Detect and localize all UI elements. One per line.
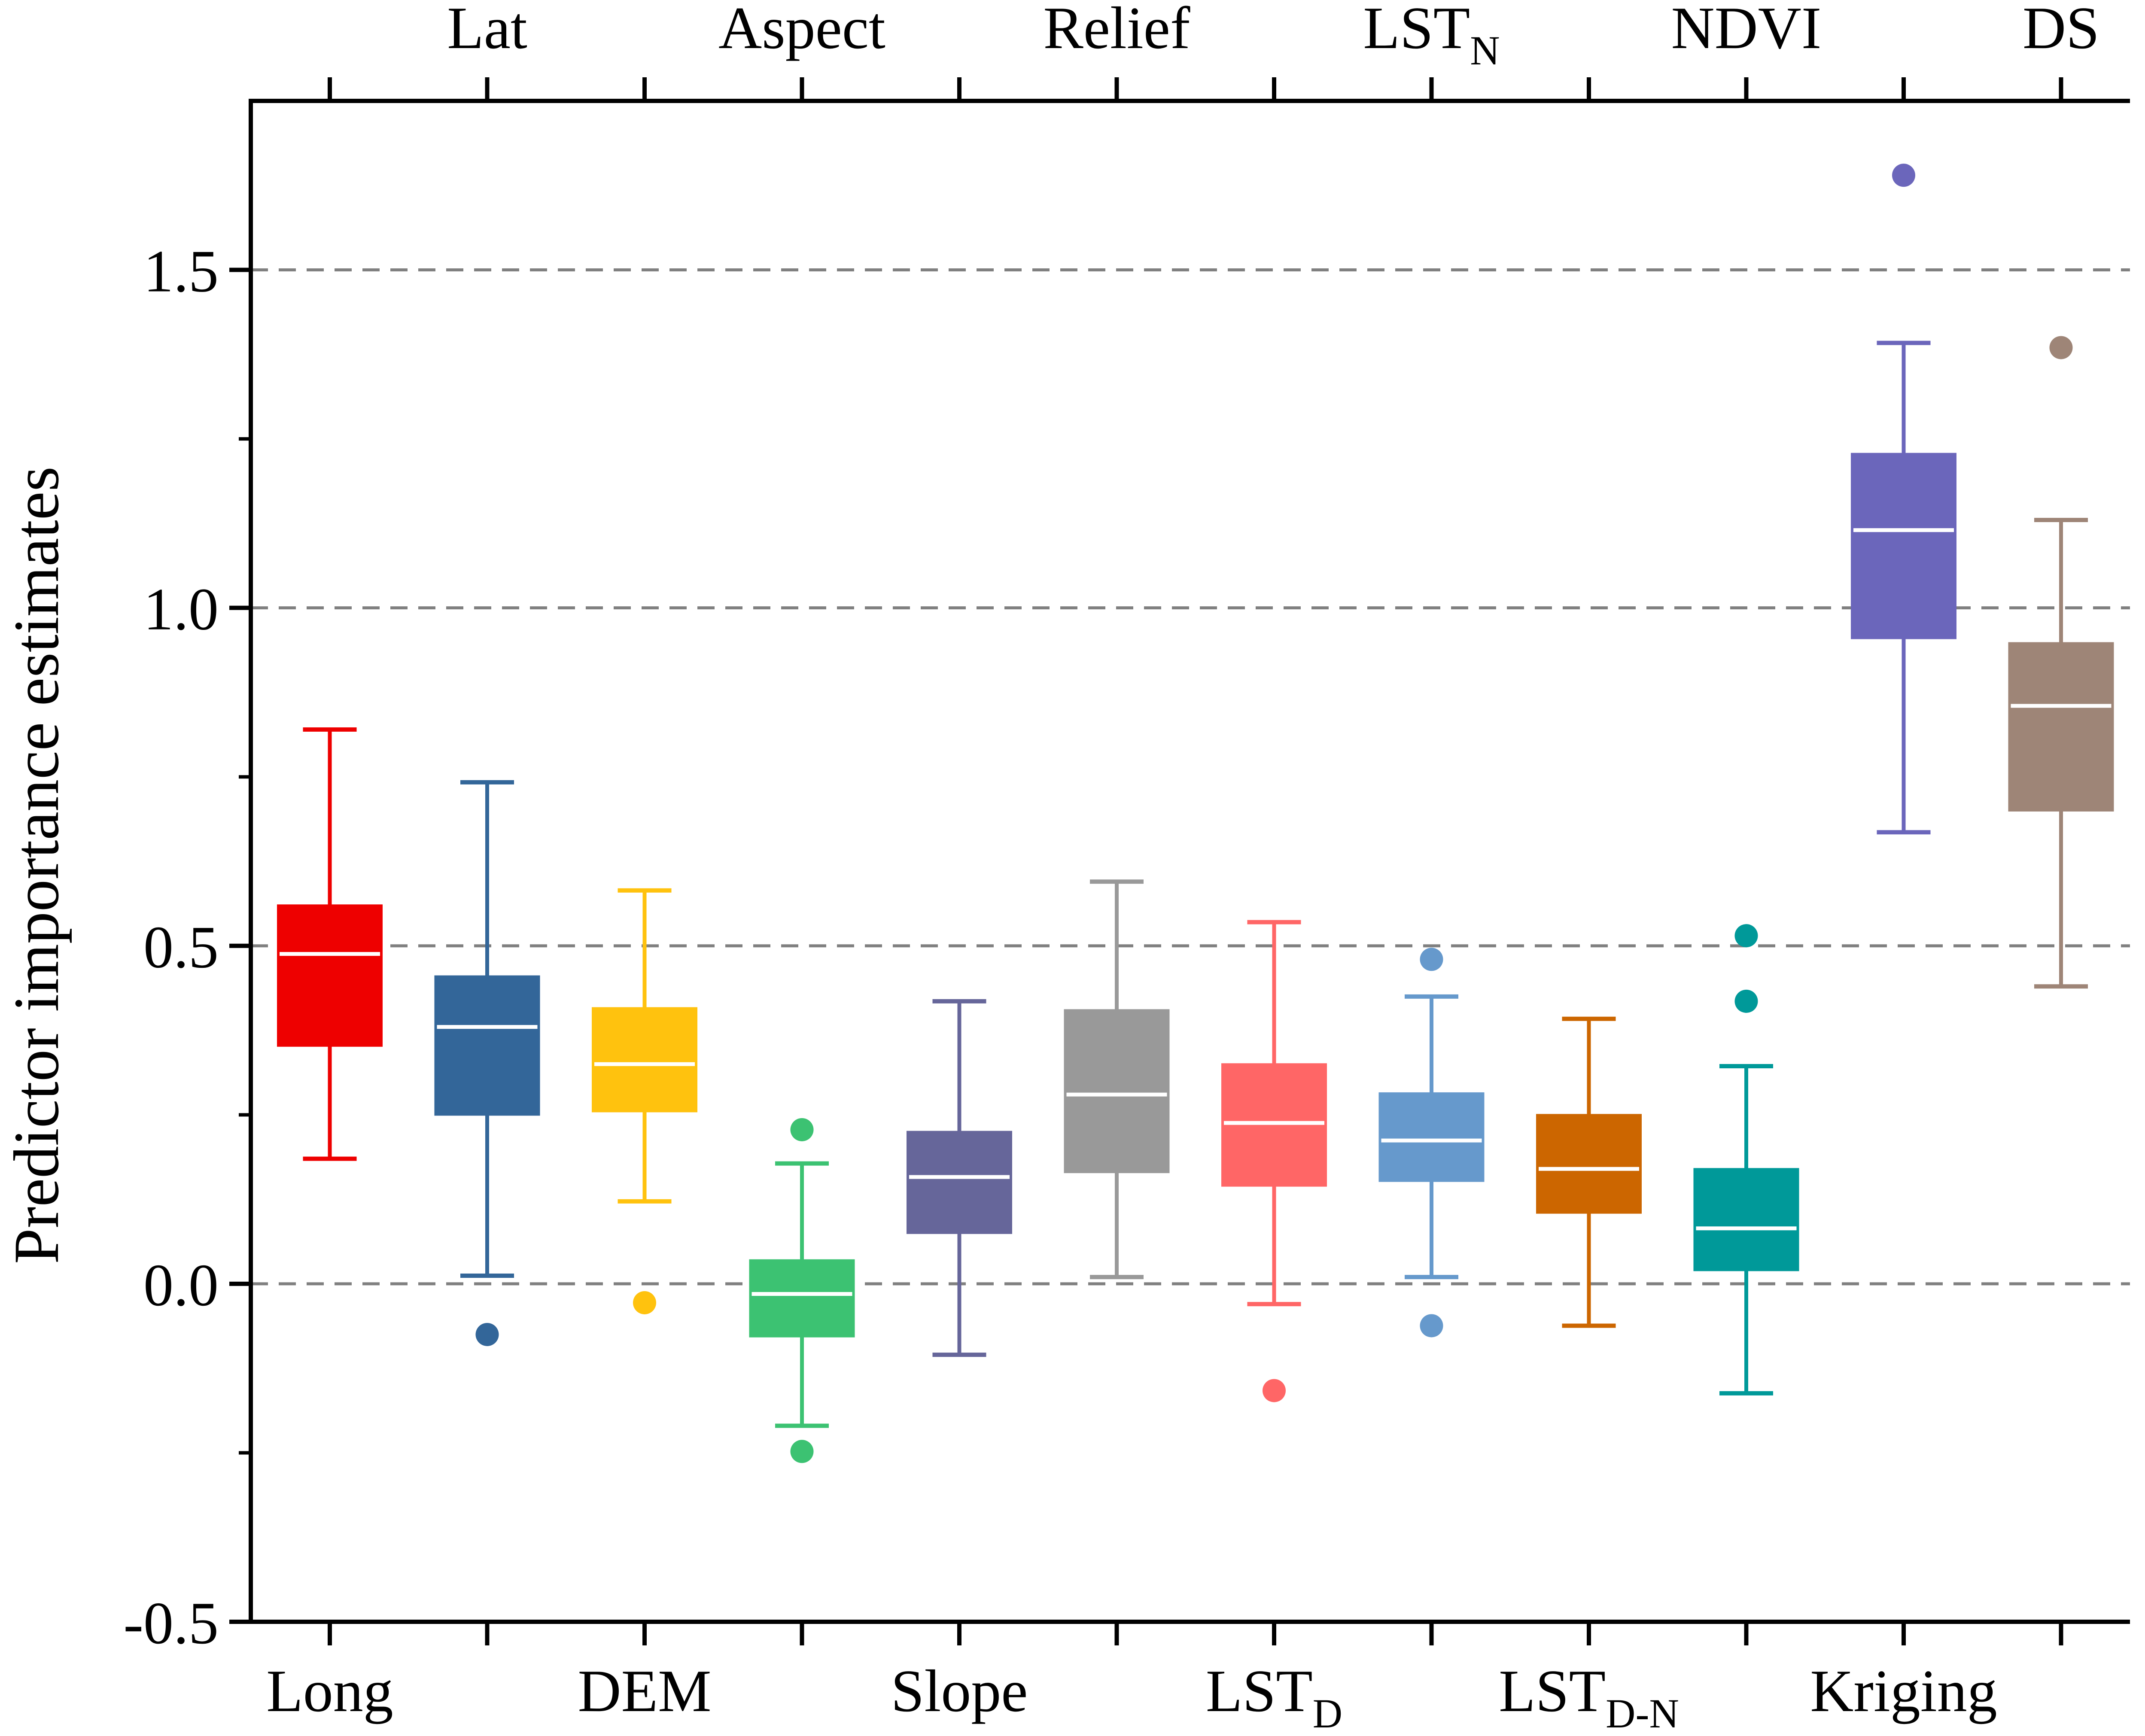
iqr-box: [277, 904, 383, 1047]
category-label-ndvi: NDVI: [1671, 0, 1822, 61]
box-lstn: [1378, 948, 1485, 1338]
y-tick-label: 1.0: [143, 576, 219, 643]
category-label-lstd: LSTD: [1206, 1658, 1342, 1736]
box-slope: [907, 999, 1012, 1357]
outlier-point: [1734, 924, 1758, 948]
iqr-box: [1064, 1009, 1170, 1174]
category-label-slope: Slope: [891, 1658, 1028, 1724]
outlier-point: [1420, 948, 1443, 971]
iqr-box: [434, 975, 540, 1116]
outlier-point: [1892, 164, 1915, 187]
y-tick-label: 1.5: [143, 238, 219, 305]
category-label-aspect: Aspect: [718, 0, 885, 61]
category-label-long: Long: [266, 1658, 393, 1724]
outlier-point: [1420, 1314, 1443, 1338]
iqr-box: [1536, 1114, 1642, 1214]
box-ds: [2008, 336, 2114, 989]
iqr-box: [1221, 1063, 1327, 1187]
gridlines: [251, 268, 2130, 1286]
iqr-box: [749, 1259, 855, 1338]
box-ndvi: [1693, 924, 1799, 1395]
box-long: [277, 727, 383, 1161]
category-label-dem: DEM: [578, 1658, 711, 1724]
box-relief: [1064, 879, 1170, 1280]
y-tick-label: 0.0: [143, 1252, 219, 1319]
category-label-lat: Lat: [447, 0, 527, 61]
outlier-point: [790, 1118, 814, 1141]
y-tick-label: 0.5: [143, 914, 219, 981]
iqr-box: [2008, 642, 2114, 812]
y-tick-label: -0.5: [123, 1590, 219, 1657]
outlier-point: [790, 1440, 814, 1463]
box-kriging: [1851, 164, 1956, 835]
outlier-point: [633, 1291, 656, 1314]
boxes: [277, 164, 2114, 1463]
box-lstd: [1221, 920, 1327, 1402]
y-axis-label: Predictor importance estimates: [1, 466, 72, 1264]
iqr-box: [592, 1007, 697, 1113]
outlier-point: [1263, 1379, 1286, 1402]
box-lat: [434, 780, 540, 1346]
category-label-ds: DS: [2023, 0, 2099, 61]
category-label-relief: Relief: [1043, 0, 1190, 61]
iqr-box: [1378, 1092, 1485, 1182]
axes: -0.5 0.0 0.5 1.0 1.5 Long Lat DEM Aspect Slope Rel…: [123, 0, 2130, 1736]
category-label-lstn: LSTN: [1363, 0, 1500, 73]
box-lstd-n: [1536, 1016, 1642, 1328]
outlier-point: [2049, 336, 2073, 359]
box-aspect: [749, 1118, 855, 1463]
category-label-lstd-n: LSTD-N: [1499, 1658, 1679, 1736]
iqr-box: [907, 1131, 1012, 1234]
outlier-point: [1734, 989, 1758, 1013]
iqr-box: [1851, 453, 1956, 639]
box-dem: [592, 888, 697, 1314]
category-label-kriging: Kriging: [1810, 1658, 1997, 1724]
iqr-box: [1693, 1168, 1799, 1271]
outlier-point: [475, 1323, 499, 1346]
